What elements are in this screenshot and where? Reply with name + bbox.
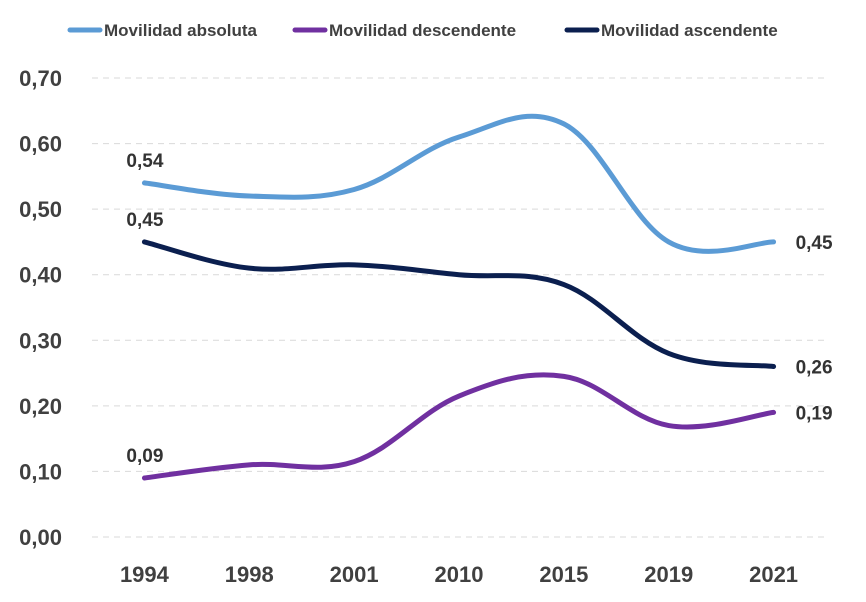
x-tick-label: 1994 bbox=[120, 562, 170, 587]
y-tick-label: 0,70 bbox=[19, 66, 62, 91]
data-label: 0,09 bbox=[126, 446, 163, 467]
x-tick-label: 2015 bbox=[539, 562, 588, 587]
data-label: 0,54 bbox=[126, 151, 163, 172]
x-tick-label: 1998 bbox=[225, 562, 274, 587]
legend-label: Movilidad descendente bbox=[329, 21, 516, 40]
x-tick-label: 2010 bbox=[435, 562, 484, 587]
y-axis: 0,00 0,10 0,20 0,30 0,40 0,50 0,60 0,70 bbox=[19, 66, 62, 550]
y-tick-label: 0,30 bbox=[19, 328, 62, 353]
y-tick-label: 0,20 bbox=[19, 394, 62, 419]
data-label: 0,26 bbox=[796, 358, 833, 379]
data-label: 0,45 bbox=[796, 233, 833, 254]
x-tick-label: 2001 bbox=[330, 562, 379, 587]
y-tick-label: 0,40 bbox=[19, 263, 62, 288]
y-tick-label: 0,10 bbox=[19, 459, 62, 484]
x-tick-label: 2021 bbox=[749, 562, 798, 587]
data-labels: 0,54 0,45 0,09 0,19 0,45 0,26 bbox=[126, 151, 833, 467]
legend-label: Movilidad absoluta bbox=[104, 21, 258, 40]
legend-label: Movilidad ascendente bbox=[601, 21, 778, 40]
series-line-2 bbox=[141, 239, 777, 370]
series-lines bbox=[141, 113, 777, 481]
x-axis: 1994 1998 2001 2010 2015 2019 2021 bbox=[120, 562, 798, 587]
x-tick-label: 2019 bbox=[644, 562, 693, 587]
legend: Movilidad absoluta Movilidad descendente M… bbox=[67, 21, 778, 40]
data-label: 0,45 bbox=[126, 210, 163, 231]
series-line-1 bbox=[141, 372, 777, 481]
y-tick-label: 0,60 bbox=[19, 132, 62, 157]
series-line-0 bbox=[141, 113, 777, 254]
y-tick-label: 0,50 bbox=[19, 197, 62, 222]
y-tick-label: 0,00 bbox=[19, 525, 62, 550]
data-label: 0,19 bbox=[796, 403, 833, 424]
